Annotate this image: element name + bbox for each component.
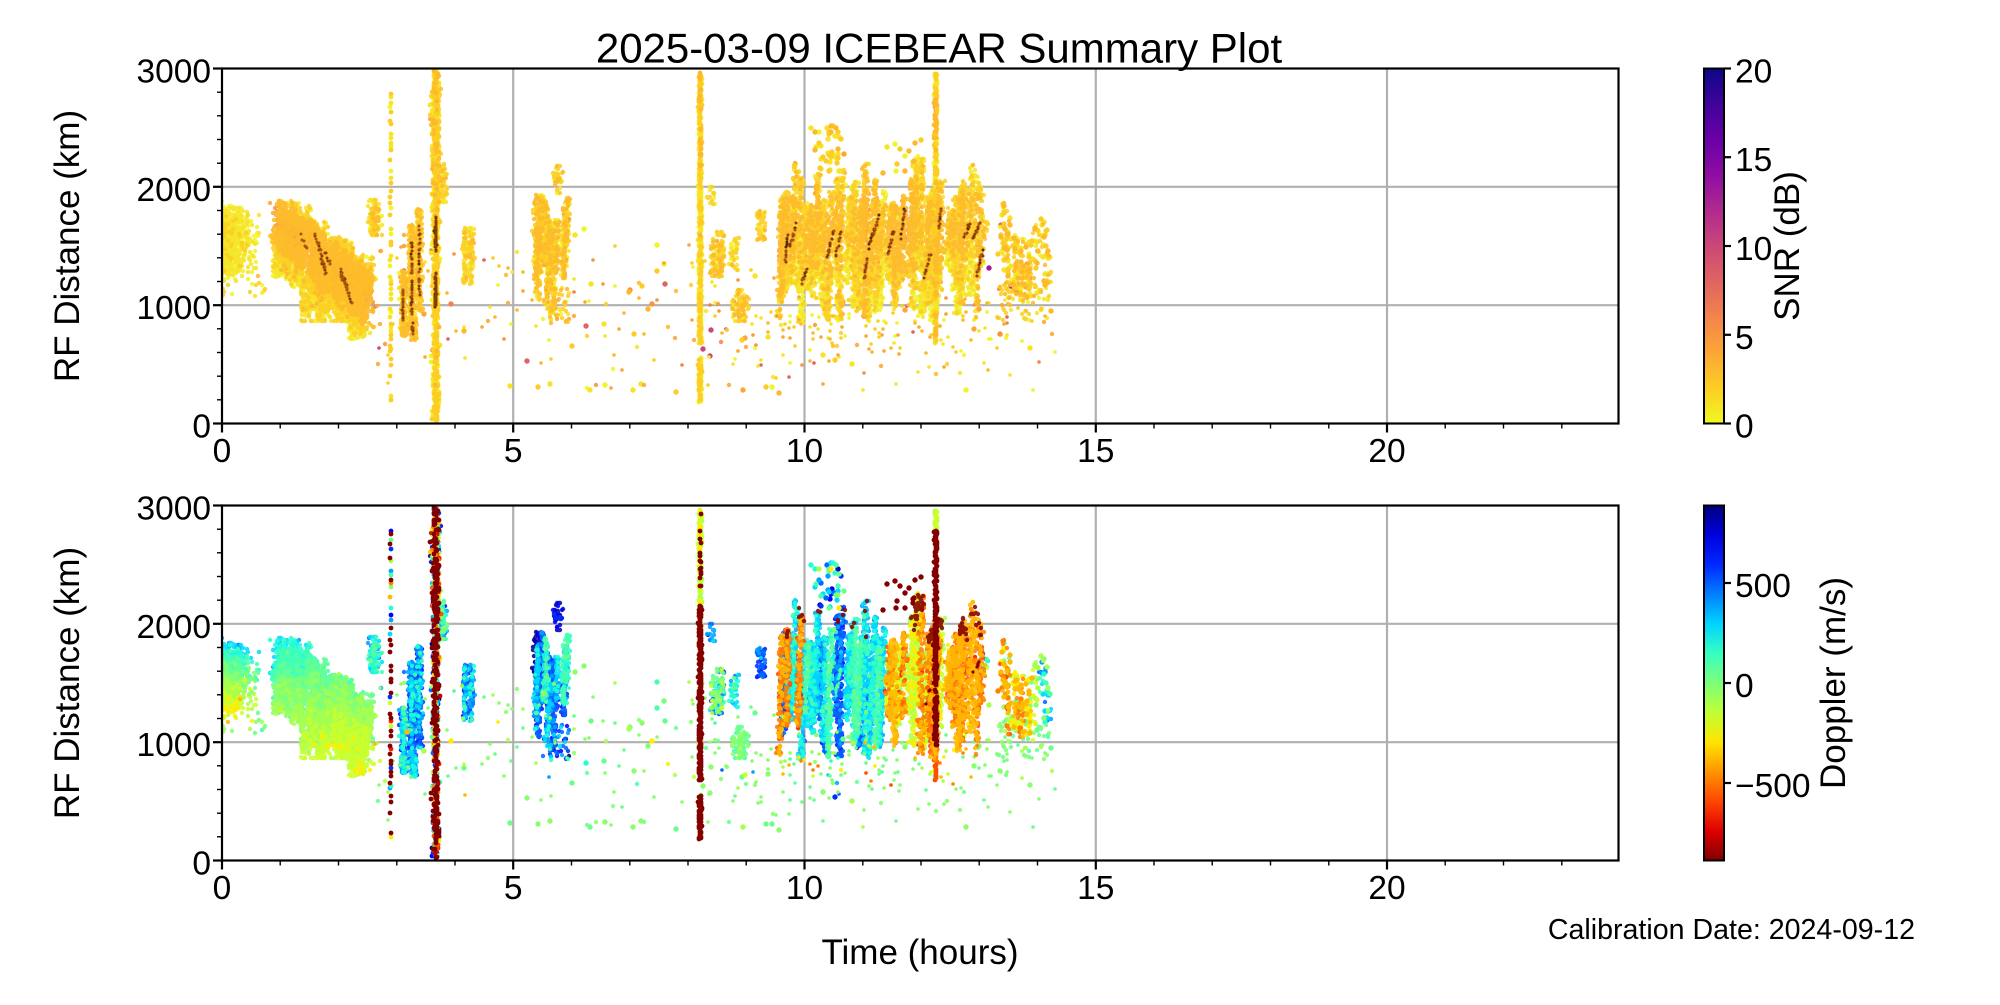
svg-text:20: 20	[1735, 54, 1772, 91]
svg-text:15: 15	[1735, 142, 1772, 179]
svg-text:2025-03-09 ICEBEAR Summary Plo: 2025-03-09 ICEBEAR Summary Plot	[596, 25, 1283, 72]
svg-text:15: 15	[1077, 433, 1114, 470]
svg-text:500: 500	[1735, 568, 1791, 605]
svg-text:RF Distance (km): RF Distance (km)	[48, 110, 87, 382]
svg-text:5: 5	[504, 870, 523, 907]
svg-text:20: 20	[1368, 433, 1405, 470]
svg-text:20: 20	[1368, 870, 1405, 907]
svg-text:RF Distance (km): RF Distance (km)	[48, 547, 87, 819]
svg-text:3000: 3000	[136, 491, 211, 528]
svg-text:10: 10	[786, 433, 823, 470]
svg-text:Doppler (m/s): Doppler (m/s)	[1814, 577, 1853, 789]
svg-text:10: 10	[786, 870, 823, 907]
svg-text:0: 0	[192, 846, 211, 883]
svg-text:1000: 1000	[136, 727, 211, 764]
svg-text:2000: 2000	[136, 172, 211, 209]
svg-text:10: 10	[1735, 231, 1772, 268]
svg-text:0: 0	[1735, 668, 1754, 705]
svg-text:15: 15	[1077, 870, 1114, 907]
svg-text:SNR (dB): SNR (dB)	[1768, 171, 1807, 321]
svg-text:3000: 3000	[136, 54, 211, 91]
svg-text:2000: 2000	[136, 609, 211, 646]
svg-text:5: 5	[504, 433, 523, 470]
svg-text:−500: −500	[1735, 768, 1810, 805]
svg-text:0: 0	[1735, 409, 1754, 446]
svg-text:5: 5	[1735, 320, 1754, 357]
svg-text:0: 0	[192, 409, 211, 446]
svg-text:1000: 1000	[136, 290, 211, 327]
svg-text:0: 0	[213, 870, 232, 907]
svg-text:Time (hours): Time (hours)	[821, 933, 1018, 972]
svg-text:0: 0	[213, 433, 232, 470]
svg-text:Calibration Date: 2024-09-12: Calibration Date: 2024-09-12	[1548, 914, 1915, 946]
